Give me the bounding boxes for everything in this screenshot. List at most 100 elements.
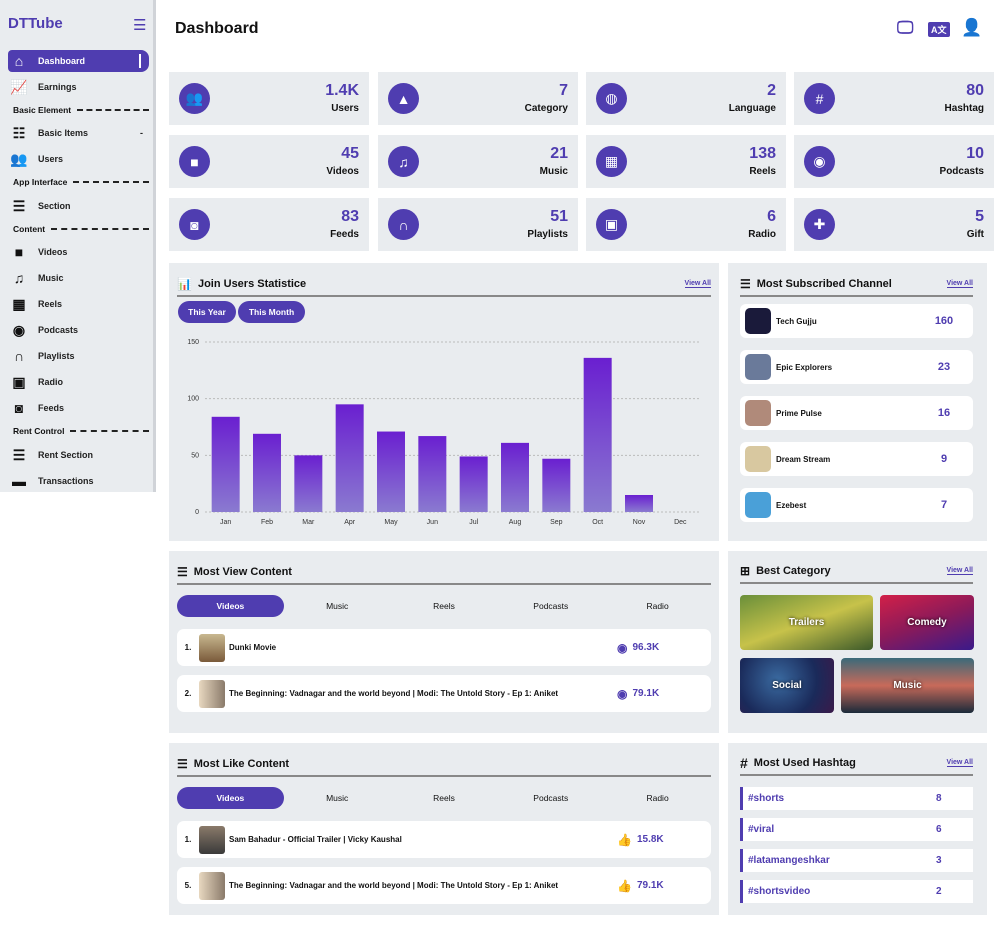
content-row[interactable]: 2. The Beginning: Vadnagar and the world … xyxy=(177,675,711,712)
sidebar-item-earnings[interactable]: 📈 Earnings xyxy=(8,76,149,98)
subscriber-count: 160 xyxy=(934,315,954,327)
eye-icon: ◉ xyxy=(617,640,628,655)
subscriber-count: 7 xyxy=(940,499,948,511)
category-trailers[interactable]: Trailers xyxy=(740,595,873,650)
thumbs-up-icon: 👍 xyxy=(617,878,632,893)
sidebar-item-section[interactable]: ☰ Section xyxy=(8,195,149,217)
bar-sep[interactable] xyxy=(542,458,571,512)
hashtag-name: #shortsvideo xyxy=(748,886,811,897)
sidebar-item-podcasts[interactable]: ◉ Podcasts xyxy=(8,319,149,341)
stat-card-category[interactable]: ▲ 7 Category xyxy=(378,72,578,125)
bar-may[interactable] xyxy=(377,431,405,512)
sidebar-item-dashboard[interactable]: ⌂ Dashboard xyxy=(8,50,149,72)
x-tick-label: May xyxy=(384,519,398,526)
stat-card-hashtag[interactable]: #80 Hashtag xyxy=(794,72,994,125)
stat-card-music[interactable]: ♫ 21 Music xyxy=(378,135,578,188)
category-social[interactable]: Social xyxy=(740,658,834,713)
bar-chart: 0 50 100 150 Jan Feb Mar Apr May Jun Jul Aug Sep Oct N… xyxy=(187,339,701,526)
panel-title: Most Subscribed Channel xyxy=(756,278,892,290)
hashtag-count: 6 xyxy=(936,824,942,835)
bar-feb[interactable] xyxy=(253,433,281,512)
sidebar-item-videos[interactable]: ■ Videos xyxy=(8,241,149,263)
tab-podcasts[interactable]: Podcasts xyxy=(533,793,569,803)
view-all-link[interactable]: View All xyxy=(946,759,973,767)
stat-value: 6 xyxy=(767,208,776,225)
content-row[interactable]: 5. The Beginning: Vadnagar and the world … xyxy=(177,867,711,904)
sidebar-item-users[interactable]: 👥 Users xyxy=(8,148,149,170)
hashtag-item[interactable]: #shorts 8 xyxy=(740,787,973,810)
user-profile-icon[interactable]: 👤 xyxy=(961,18,983,37)
tab-reels[interactable]: Reels xyxy=(433,601,455,611)
tab-radio[interactable]: Radio xyxy=(646,601,669,611)
category-comedy[interactable]: Comedy xyxy=(880,595,974,650)
bar-oct[interactable] xyxy=(583,357,612,512)
this-year-button[interactable]: This Year xyxy=(178,301,236,323)
sidebar-item-feeds[interactable]: ◙ Feeds xyxy=(8,397,149,419)
bar-jun[interactable] xyxy=(418,436,447,512)
count: 15.8K xyxy=(636,834,664,845)
sidebar-item-label: Podcasts xyxy=(38,325,79,335)
view-all-link[interactable]: View All xyxy=(946,280,973,288)
sidebar-item-reels[interactable]: ▦ Reels xyxy=(8,293,149,315)
stat-card-users[interactable]: 👥 1.4K Users xyxy=(169,72,369,125)
stat-card-gift[interactable]: ✚ 5 Gift xyxy=(794,198,994,251)
stat-card-podcasts[interactable]: ◉ 10 Podcasts xyxy=(794,135,994,188)
feed-icon: ◙ xyxy=(14,400,24,416)
sidebar-item-basic-items[interactable]: ☷ Basic Items - xyxy=(8,122,149,144)
stat-card-reels[interactable]: ▦ 138 Reels xyxy=(586,135,786,188)
tab-radio[interactable]: Radio xyxy=(646,793,669,803)
channel-item[interactable]: Prime Pulse 16 xyxy=(740,396,973,430)
bar-jul[interactable] xyxy=(459,456,488,512)
bar-aug[interactable] xyxy=(501,442,529,512)
channel-item[interactable]: Epic Explorers 23 xyxy=(740,350,973,384)
count: 79.1K xyxy=(636,880,664,891)
sidebar-item-playlists[interactable]: ∩ Playlists xyxy=(8,345,149,367)
stat-card-videos[interactable]: ■ 45 Videos xyxy=(169,135,369,188)
bar-nov[interactable] xyxy=(625,495,653,512)
brand-logo[interactable]: DTTube xyxy=(8,15,63,32)
stat-card-playlists[interactable]: ∩ 51 Playlists xyxy=(378,198,578,251)
stat-card-language[interactable]: ◍ 2 Language xyxy=(586,72,786,125)
tab-podcasts[interactable]: Podcasts xyxy=(533,601,569,611)
stat-value: 7 xyxy=(559,82,568,99)
sidebar-item-music[interactable]: ♫ Music xyxy=(8,267,149,289)
content-row[interactable]: 1. Sam Bahadur - Official Trailer | Vicky… xyxy=(177,821,711,858)
tab-videos[interactable]: Videos xyxy=(177,787,284,809)
x-tick-label: Oct xyxy=(592,519,603,526)
view-all-link[interactable]: View All xyxy=(684,280,711,288)
hashtag-item[interactable]: #shortsvideo 2 xyxy=(740,880,973,903)
view-all-link[interactable]: View All xyxy=(946,567,973,575)
sidebar-item-transactions[interactable]: ▬ Transactions xyxy=(8,470,149,492)
content-title: Dunki Movie xyxy=(229,643,277,652)
sidebar-item-label: Rent Section xyxy=(38,450,94,460)
stat-card-radio[interactable]: ▣ 6 Radio xyxy=(586,198,786,251)
channel-item[interactable]: Tech Gujju 160 xyxy=(740,304,973,338)
sliders-icon: ☷ xyxy=(12,124,26,141)
film-icon: ▦ xyxy=(12,295,26,312)
stat-label: Music xyxy=(539,166,568,177)
tab-videos[interactable]: Videos xyxy=(177,595,284,617)
bar-jan[interactable] xyxy=(211,416,240,512)
tab-music[interactable]: Music xyxy=(326,601,349,611)
hashtag-item[interactable]: #latamangeshkar 3 xyxy=(740,849,973,872)
category-music[interactable]: Music xyxy=(841,658,974,713)
language-icon[interactable]: A文 xyxy=(928,22,950,37)
most-subscribed-panel: ☰ Most Subscribed Channel View All Tech Gu… xyxy=(728,263,987,541)
x-tick-label: Jun xyxy=(427,519,438,526)
content-row[interactable]: 1. Dunki Movie ◉ 96.3K xyxy=(177,629,711,666)
sidebar-item-rent-section[interactable]: ☰ Rent Section xyxy=(8,444,149,466)
channel-item[interactable]: Dream Stream 9 xyxy=(740,442,973,476)
tab-reels[interactable]: Reels xyxy=(433,793,455,803)
bar-apr[interactable] xyxy=(335,404,364,512)
this-month-button[interactable]: This Month xyxy=(238,301,305,323)
stat-card-feeds[interactable]: ◙ 83 Feeds xyxy=(169,198,369,251)
hashtag-item[interactable]: #viral 6 xyxy=(740,818,973,841)
tab-music[interactable]: Music xyxy=(326,793,349,803)
monitor-icon[interactable]: 🖵 xyxy=(897,18,914,37)
sidebar-item-radio[interactable]: ▣ Radio xyxy=(8,371,149,393)
bar-mar[interactable] xyxy=(294,455,323,512)
menu-toggle-icon[interactable]: ☰ xyxy=(133,17,147,34)
channel-item[interactable]: Ezebest 7 xyxy=(740,488,973,522)
radio-icon: ▣ xyxy=(12,373,26,390)
channel-name: Ezebest xyxy=(776,500,807,510)
